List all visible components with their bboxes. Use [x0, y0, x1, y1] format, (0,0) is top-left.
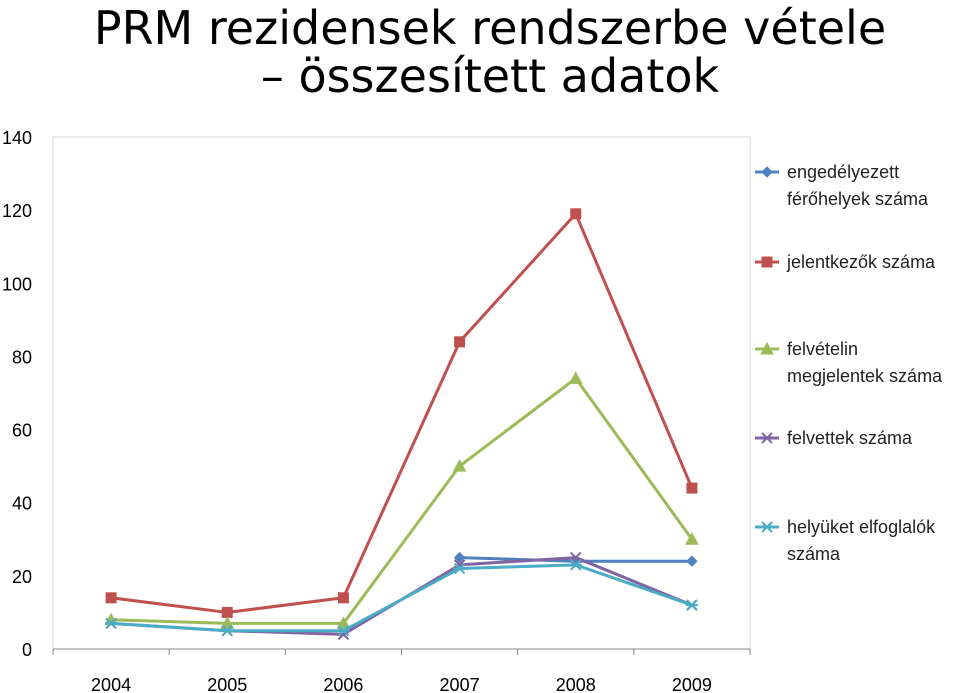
legend-marker: [761, 521, 773, 533]
legend-label: megjelentek száma: [787, 366, 943, 386]
y-tick-label: 20: [12, 567, 32, 587]
legend-item-4: felvettek száma: [755, 428, 913, 448]
data-point: [685, 599, 698, 611]
legend-label: jelentkezők száma: [786, 252, 936, 272]
chart-title-line1: PRM rezidensek rendszerbe vétele: [93, 1, 887, 55]
legend-label: felvettek száma: [787, 428, 913, 448]
data-point: [105, 592, 117, 604]
chart-series: [104, 208, 699, 641]
data-point: [569, 559, 582, 571]
series-3: [104, 371, 699, 629]
data-point: [105, 617, 118, 630]
chart-title: PRM rezidensek rendszerbe vétele – össze…: [0, 0, 960, 100]
x-tick-label: 2009: [672, 675, 712, 693]
legend-item-5: helyüket elfoglalók száma: [755, 517, 936, 564]
data-point: [568, 371, 583, 384]
chart-axes: 2004 2005 2006 2007 2008 2009 0 20 40 60 80 100 120 1…: [2, 128, 751, 693]
data-point: [336, 616, 351, 629]
legend-marker: [761, 166, 773, 178]
y-tick-label: 40: [12, 494, 32, 514]
series-2: [105, 208, 698, 618]
data-point: [221, 606, 233, 618]
series-5: [105, 559, 698, 637]
legend-item-3: felvételin megjelentek száma: [755, 339, 943, 386]
x-tick-label: 2008: [556, 675, 596, 693]
chart-title-line2: – összesített adatok: [260, 49, 720, 103]
data-point: [454, 336, 466, 348]
series-line: [110, 563, 693, 633]
series-line: [110, 212, 694, 614]
y-tick-label: 140: [2, 128, 32, 148]
data-point: [220, 616, 235, 629]
legend-marker: [760, 341, 774, 355]
y-tick-label: 60: [12, 421, 32, 441]
y-tick-label: 0: [22, 640, 32, 660]
x-tick-label: 2007: [440, 675, 480, 693]
series-line: [111, 376, 694, 625]
data-point: [453, 562, 466, 575]
legend-label: felvételin: [787, 339, 858, 359]
plot-area: [52, 136, 751, 650]
legend-label: engedélyezett: [787, 162, 899, 182]
data-point: [453, 551, 466, 564]
legend-label: férőhelyek száma: [787, 189, 929, 209]
x-tick-label: 2005: [207, 675, 247, 693]
y-tick-label: 100: [2, 274, 32, 294]
data-point: [337, 625, 350, 637]
legend-marker: [761, 256, 773, 268]
data-point: [686, 555, 698, 567]
data-point: [685, 532, 699, 545]
y-tick-label: 80: [12, 347, 32, 367]
data-point: [337, 592, 349, 604]
data-point: [686, 482, 698, 494]
legend-item-1: engedélyezett férőhelyek száma: [755, 162, 929, 209]
y-tick-label: 120: [2, 201, 32, 221]
data-point: [221, 625, 234, 637]
legend-marker: [761, 432, 773, 444]
chart-legend: engedélyezett férőhelyek száma jelentkezők…: [755, 162, 943, 564]
legend-label: helyüket elfoglalók: [787, 517, 936, 537]
data-point: [570, 208, 582, 220]
legend-item-2: jelentkezők száma: [755, 252, 936, 272]
data-point: [452, 459, 467, 472]
series-4: [105, 551, 698, 641]
legend-label: száma: [787, 544, 841, 564]
x-tick-label: 2006: [323, 675, 363, 693]
x-tick-label: 2004: [91, 675, 131, 693]
